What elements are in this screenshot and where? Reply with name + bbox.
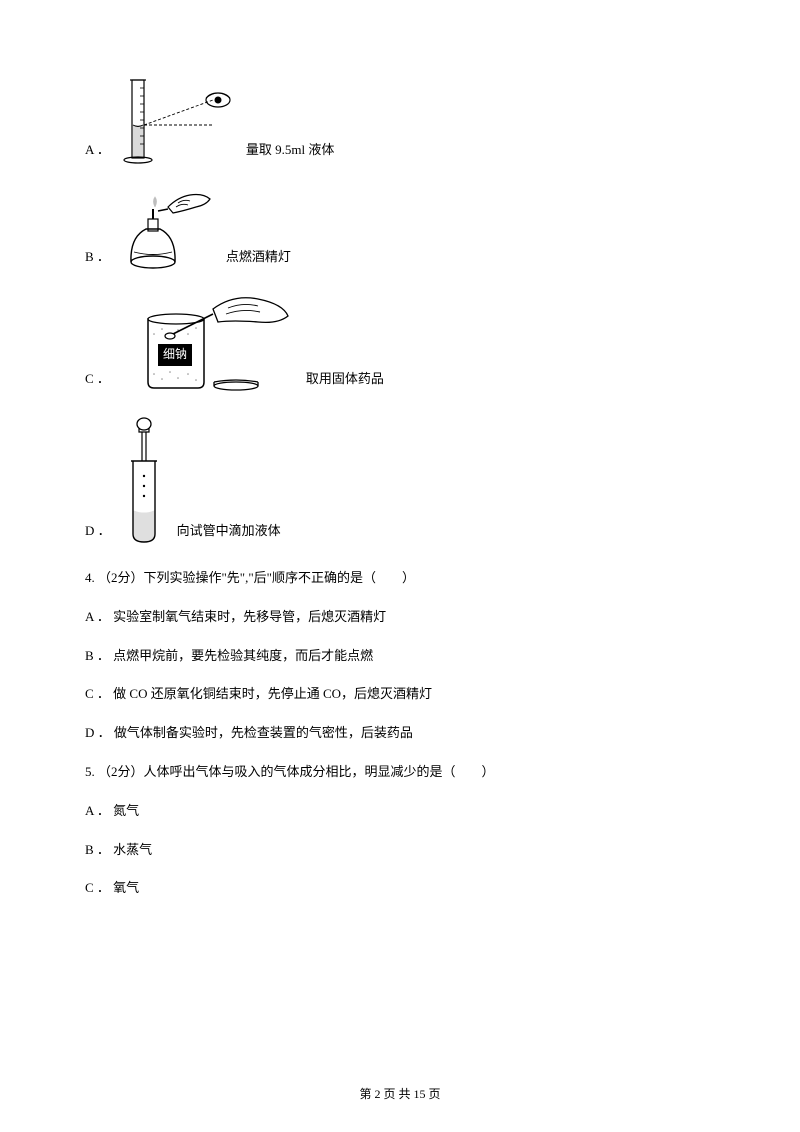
- page-footer: 第 2 页 共 15 页: [0, 1085, 800, 1104]
- option-a-label: A ．: [85, 140, 110, 165]
- q4-option-a: A ． 实验室制氧气结束时，先移导管，后熄灭酒精灯: [85, 607, 715, 628]
- option-c-text: 取用固体药品: [306, 369, 384, 394]
- option-c-row: C ． 细钠: [85, 294, 715, 394]
- svg-text:细钠: 细钠: [163, 346, 187, 361]
- alcohol-lamp-diagram: [118, 187, 218, 272]
- option-d-label: D ．: [85, 521, 111, 546]
- option-b-row: B ． 点燃酒精灯: [85, 187, 715, 272]
- q5-option-c: C ． 氧气: [85, 878, 715, 899]
- q5-option-b: B ． 水蒸气: [85, 840, 715, 861]
- option-d-text: 向试管中滴加液体: [177, 521, 281, 546]
- q4-stem: 4. （2分）下列实验操作"先","后"顺序不正确的是（ ）: [85, 568, 715, 589]
- q5-option-a: A ． 氮气: [85, 801, 715, 822]
- option-a-row: A ． 量取: [85, 70, 715, 165]
- option-a-text: 量取 9.5ml 液体: [246, 140, 334, 165]
- cylinder-eye-diagram: [118, 70, 238, 165]
- option-b-text: 点燃酒精灯: [226, 247, 291, 272]
- dropper-tube-diagram: [119, 416, 169, 546]
- q4-option-d: D ． 做气体制备实验时，先检查装置的气密性，后装药品: [85, 723, 715, 744]
- q5-stem: 5. （2分）人体呼出气体与吸入的气体成分相比，明显减少的是（ ）: [85, 762, 715, 783]
- q4-option-b: B ． 点燃甲烷前，要先检验其纯度，而后才能点燃: [85, 646, 715, 667]
- option-d-row: D ． 向试管中滴加液体: [85, 416, 715, 546]
- q4-option-c: C ． 做 CO 还原氧化铜结束时，先停止通 CO，后熄灭酒精灯: [85, 684, 715, 705]
- option-c-label: C ．: [85, 369, 110, 394]
- option-b-label: B ．: [85, 247, 110, 272]
- solid-reagent-diagram: 细钠: [118, 294, 298, 394]
